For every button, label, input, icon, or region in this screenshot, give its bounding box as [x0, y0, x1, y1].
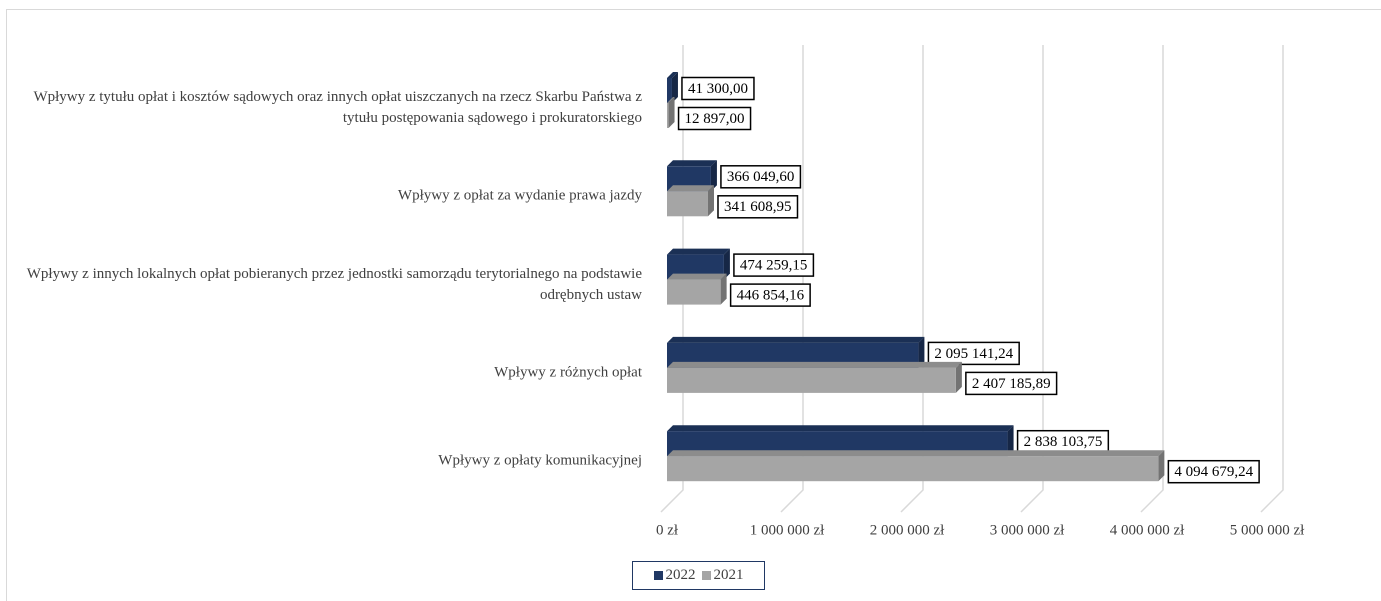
bar-side: [710, 160, 717, 192]
grid-line: [1260, 45, 1284, 513]
bar: [667, 103, 669, 128]
data-label: 2 407 185,89: [972, 376, 1051, 392]
bar-top: [667, 450, 1165, 457]
chart-frame: [6, 9, 1381, 601]
bar-side: [707, 185, 714, 217]
data-label: 4 094 679,24: [1174, 464, 1253, 480]
data-label: 366 049,60: [727, 169, 795, 185]
category-label: Wpływy z różnych opłat: [494, 364, 642, 381]
grid-line: [1140, 45, 1164, 513]
x-tick-label: 5 000 000 zł: [1230, 522, 1305, 538]
bar-side: [918, 336, 925, 368]
data-label-box: [681, 76, 755, 101]
bar-side: [955, 361, 962, 393]
bar-top: [667, 72, 678, 78]
data-label: 41 300,00: [688, 81, 748, 97]
bar-top: [667, 336, 925, 343]
data-label: 2 095 141,24: [934, 346, 1013, 362]
category-label: Wpływy z tytułu opłat i kosztów sądowych…: [33, 89, 642, 126]
data-label: 12 897,00: [685, 111, 745, 127]
legend: 2022 2021: [632, 561, 765, 590]
x-tick-label: 3 000 000 zł: [990, 522, 1065, 538]
legend-label: 2022: [665, 567, 696, 583]
data-label: 2 838 103,75: [1024, 434, 1103, 450]
grid: [660, 45, 1284, 513]
x-tick-label: 2 000 000 zł: [870, 522, 945, 538]
bar-top: [667, 361, 962, 368]
data-label-box: [733, 253, 815, 277]
data-label: 446 854,16: [737, 288, 805, 304]
bar-side: [668, 97, 675, 128]
bar-top: [667, 97, 675, 103]
bar-top: [667, 185, 714, 192]
bar-top: [667, 273, 727, 280]
bar: [667, 367, 956, 393]
bar-top: [667, 248, 730, 255]
bar-side: [1158, 450, 1165, 482]
legend-label: 2021: [713, 567, 744, 583]
data-label-box: [677, 106, 752, 131]
data-label-box: [965, 371, 1058, 396]
data-label-box: [1167, 459, 1260, 484]
bar-top: [667, 425, 1014, 432]
category-label: Wpływy z innych lokalnych opłat pobieran…: [26, 265, 642, 303]
grid-line: [780, 45, 804, 513]
data-label-box: [729, 283, 811, 307]
data-label-box: [720, 165, 802, 189]
legend-swatch: [701, 571, 711, 580]
legend-item: 2021: [701, 567, 744, 584]
bar: [667, 78, 672, 103]
x-tick-label: 1 000 000 zł: [750, 522, 825, 538]
category-label: Wpływy z opłat za wydanie prawa jazdy: [397, 187, 642, 204]
legend-swatch: [653, 571, 663, 580]
bar-side: [1007, 425, 1014, 457]
bar: [667, 191, 708, 217]
data-label-box: [717, 195, 799, 219]
bar: [667, 456, 1159, 482]
grid-line: [900, 45, 924, 513]
grid-line: [1020, 45, 1044, 513]
bar-top: [667, 160, 717, 167]
bar-side: [720, 273, 727, 305]
bar-side: [671, 72, 678, 103]
data-label: 341 608,95: [724, 199, 792, 215]
x-tick-label: 4 000 000 zł: [1110, 522, 1185, 538]
bar-side: [723, 248, 730, 280]
bar: [667, 279, 721, 305]
legend-item: 2022: [653, 567, 696, 584]
data-label: 474 259,15: [740, 258, 808, 274]
category-label: Wpływy z opłaty komunikacyjnej: [438, 452, 642, 469]
data-label-box: [927, 341, 1020, 366]
x-tick-label: 0 zł: [656, 522, 679, 538]
